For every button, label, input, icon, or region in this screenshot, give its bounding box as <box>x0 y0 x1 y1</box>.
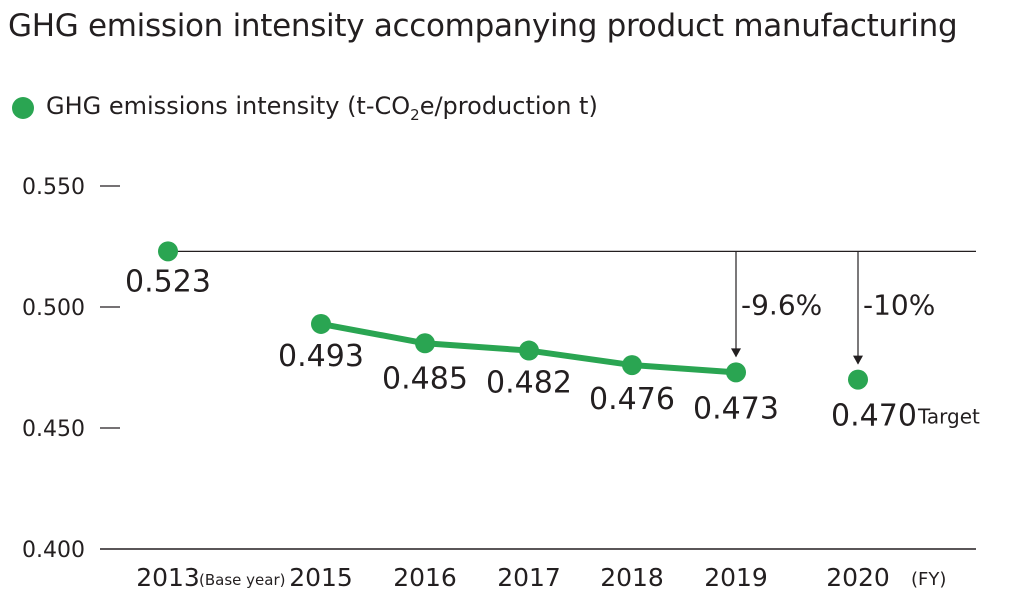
x-tick-label: 2019 <box>704 563 768 592</box>
x-tick-label: 2017 <box>497 563 561 592</box>
annotation-arrow-head <box>853 355 863 365</box>
y-tick-label: 0.500 <box>22 296 85 321</box>
x-axis-unit: (FY) <box>911 569 946 590</box>
annotation-arrow-head <box>731 348 741 358</box>
y-tick-label: 0.450 <box>22 417 85 442</box>
chart-title: GHG emission intensity accompanying prod… <box>8 8 958 44</box>
data-label: 0.485 <box>382 361 468 396</box>
legend-marker <box>12 96 34 119</box>
x-tick-label: 2013 <box>136 563 200 592</box>
data-point <box>726 362 746 383</box>
x-tick-label: 2016 <box>393 563 457 592</box>
data-label: 0.523 <box>125 264 211 299</box>
y-tick-label: 0.400 <box>22 538 85 563</box>
data-label: 0.476 <box>589 382 675 417</box>
base-year-note: (Base year) <box>199 571 285 589</box>
data-point <box>519 340 539 361</box>
x-tick-label: 2020 <box>826 563 890 592</box>
data-label: 0.493 <box>278 339 364 374</box>
data-point <box>415 333 435 354</box>
annotation-label: -9.6% <box>741 288 822 321</box>
data-point <box>848 369 868 390</box>
y-tick-label: 0.550 <box>22 175 85 200</box>
annotation-label: -10% <box>863 288 935 321</box>
data-label: 0.473 <box>693 391 779 426</box>
x-tick-label: 2015 <box>289 563 353 592</box>
data-point <box>158 241 178 262</box>
legend: GHG emissions intensity (t-CO2e/producti… <box>12 92 598 124</box>
x-tick-label: 2018 <box>600 563 664 592</box>
legend-label: GHG emissions intensity (t-CO2e/producti… <box>46 92 598 124</box>
data-label: 0.470 <box>831 399 917 434</box>
data-point <box>622 355 642 376</box>
data-point <box>311 313 331 334</box>
target-label: Target <box>917 405 980 429</box>
data-label: 0.482 <box>486 366 572 401</box>
